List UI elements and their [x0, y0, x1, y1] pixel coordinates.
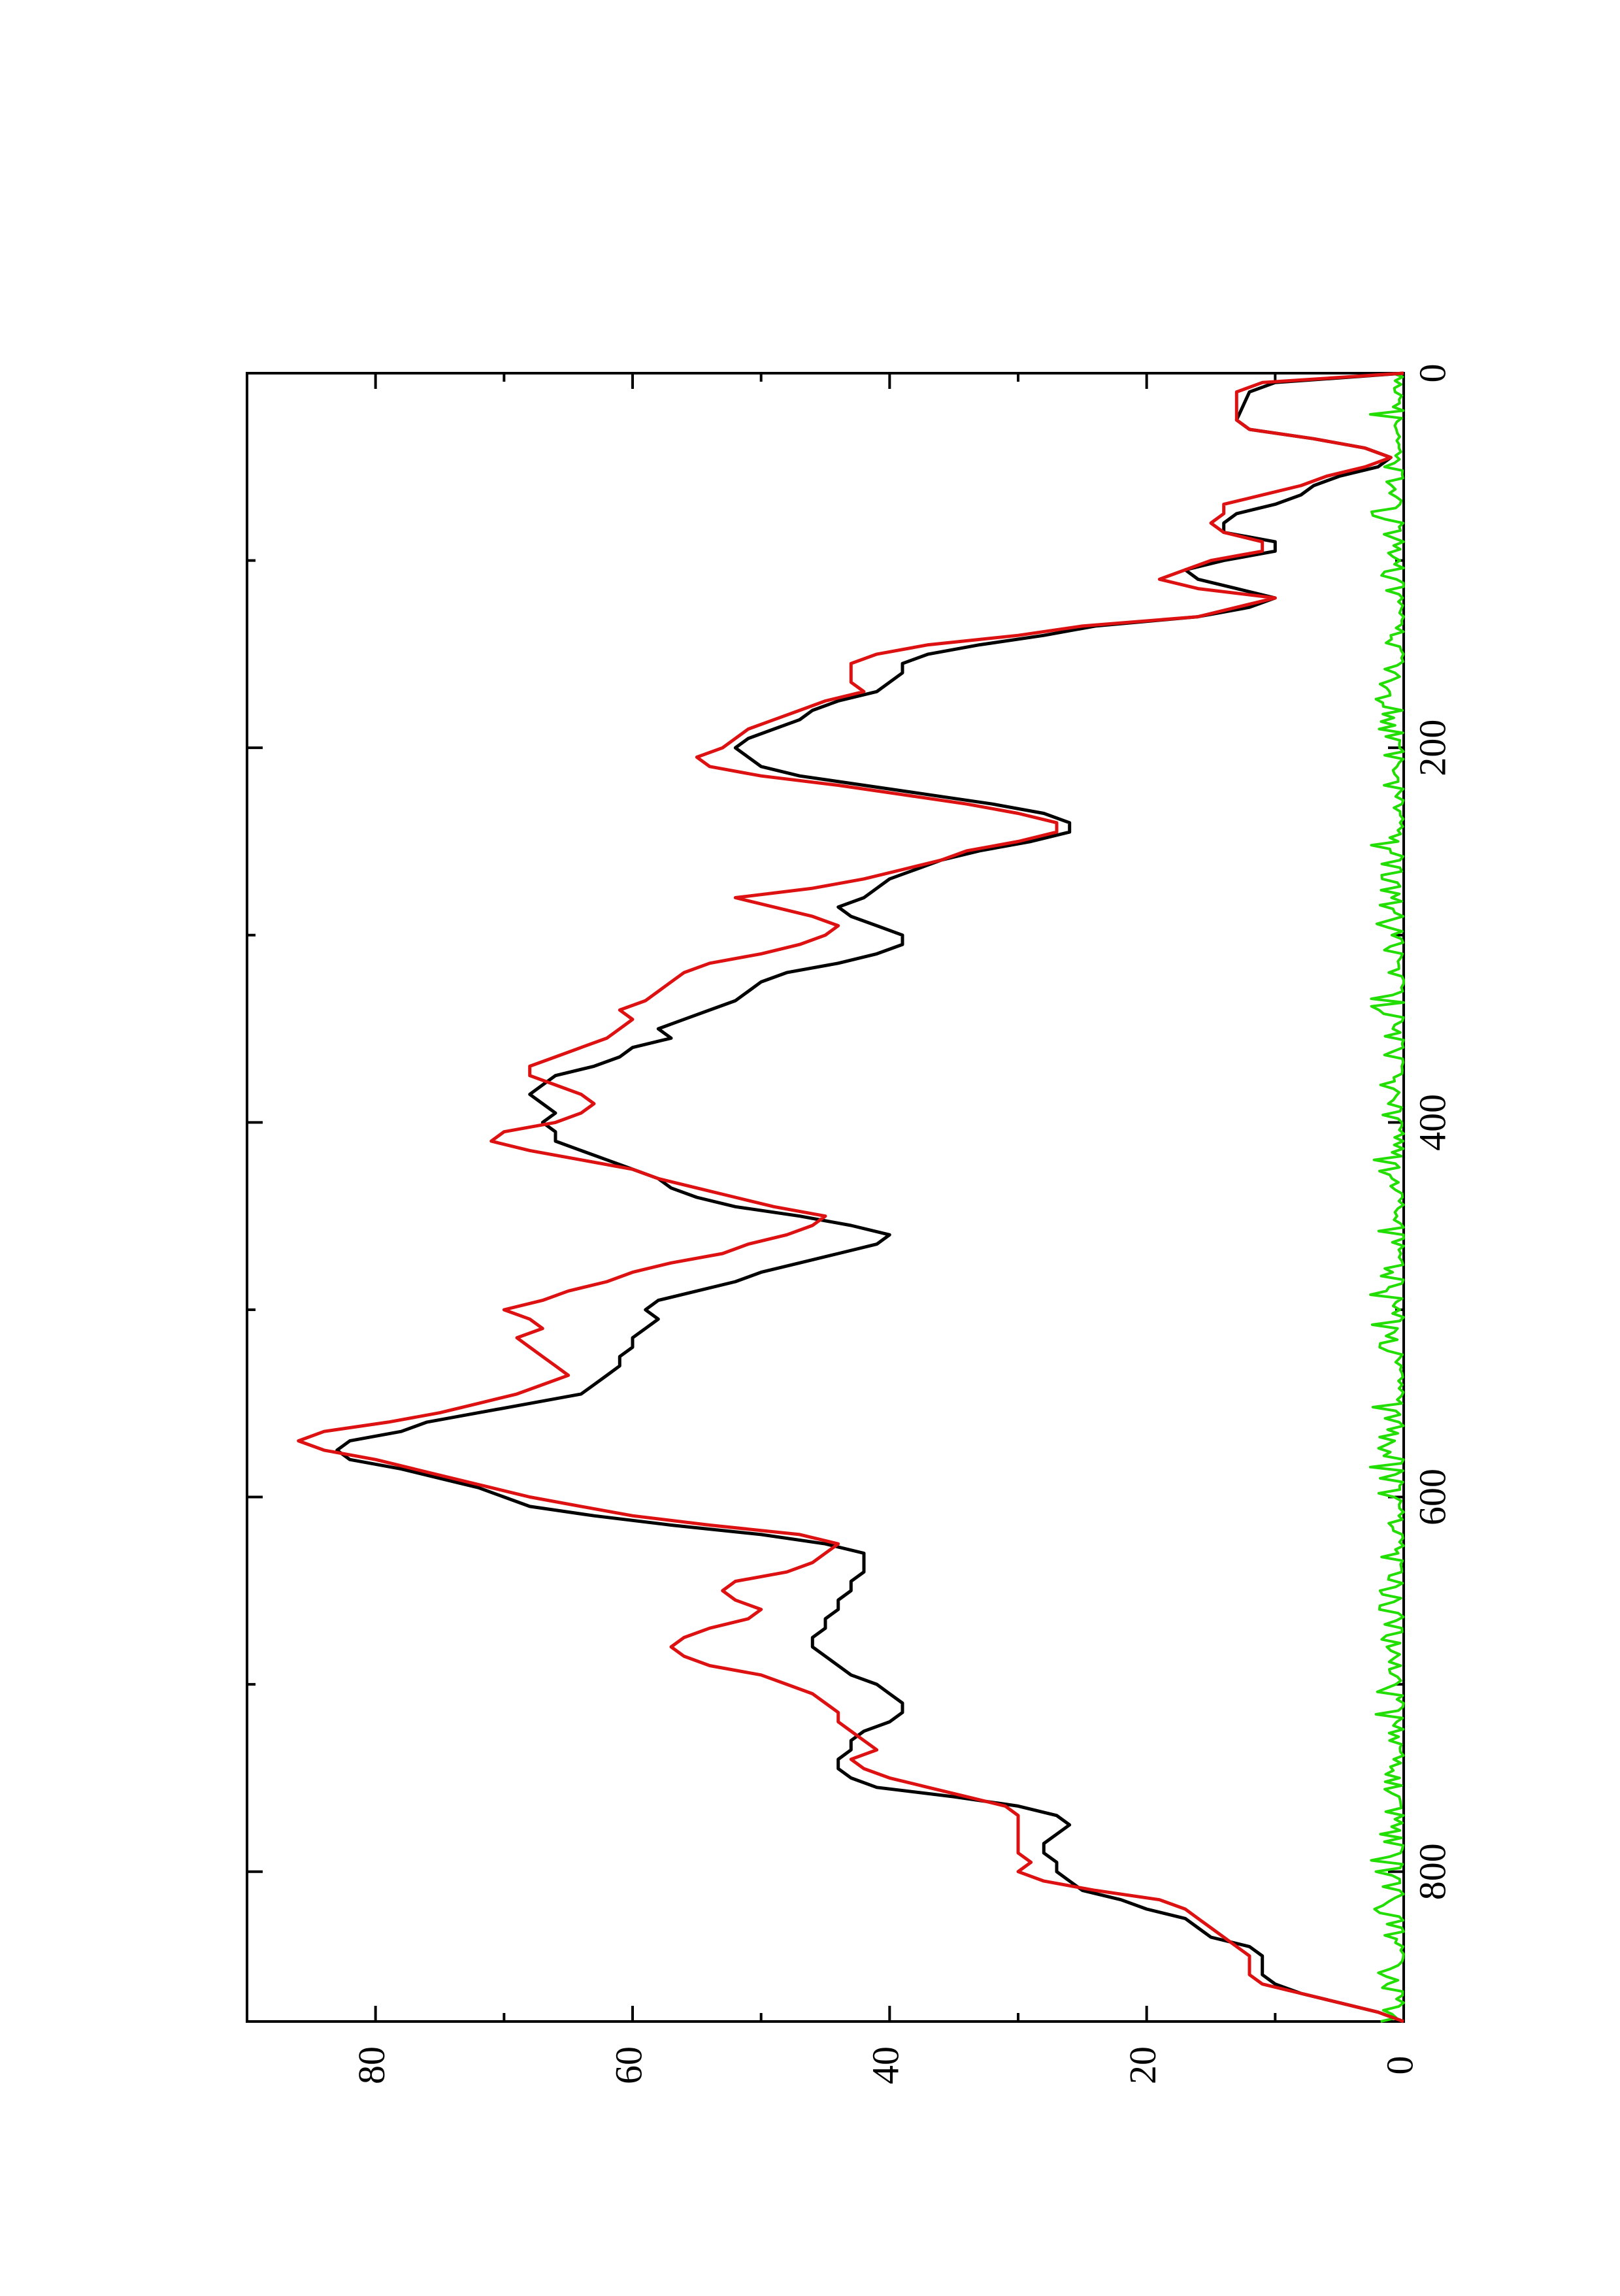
major-ticks	[247, 372, 1405, 2021]
series-green-line	[1368, 372, 1405, 2023]
y-tick-label: 60	[607, 2046, 650, 2084]
x-tick-labels: 0 200 400 600 800	[1411, 364, 1453, 1901]
series-black-line	[335, 371, 1404, 2023]
y-tick-label: 40	[865, 2046, 907, 2084]
y-tick-label: 20	[1121, 2046, 1164, 2084]
series-layer	[297, 371, 1405, 2023]
series-red-line	[297, 371, 1404, 2023]
x-tick-label: 0	[1411, 364, 1453, 383]
y-tick-label: 0	[1378, 2056, 1421, 2075]
x-tick-label: 800	[1411, 1843, 1453, 1900]
x-tick-label: 600	[1411, 1469, 1453, 1525]
x-tick-label: 400	[1411, 1094, 1453, 1151]
y-tick-label: 80	[350, 2046, 393, 2084]
y-tick-labels: 0 20 40 60 80	[350, 2046, 1421, 2084]
x-tick-label: 200	[1411, 720, 1453, 776]
